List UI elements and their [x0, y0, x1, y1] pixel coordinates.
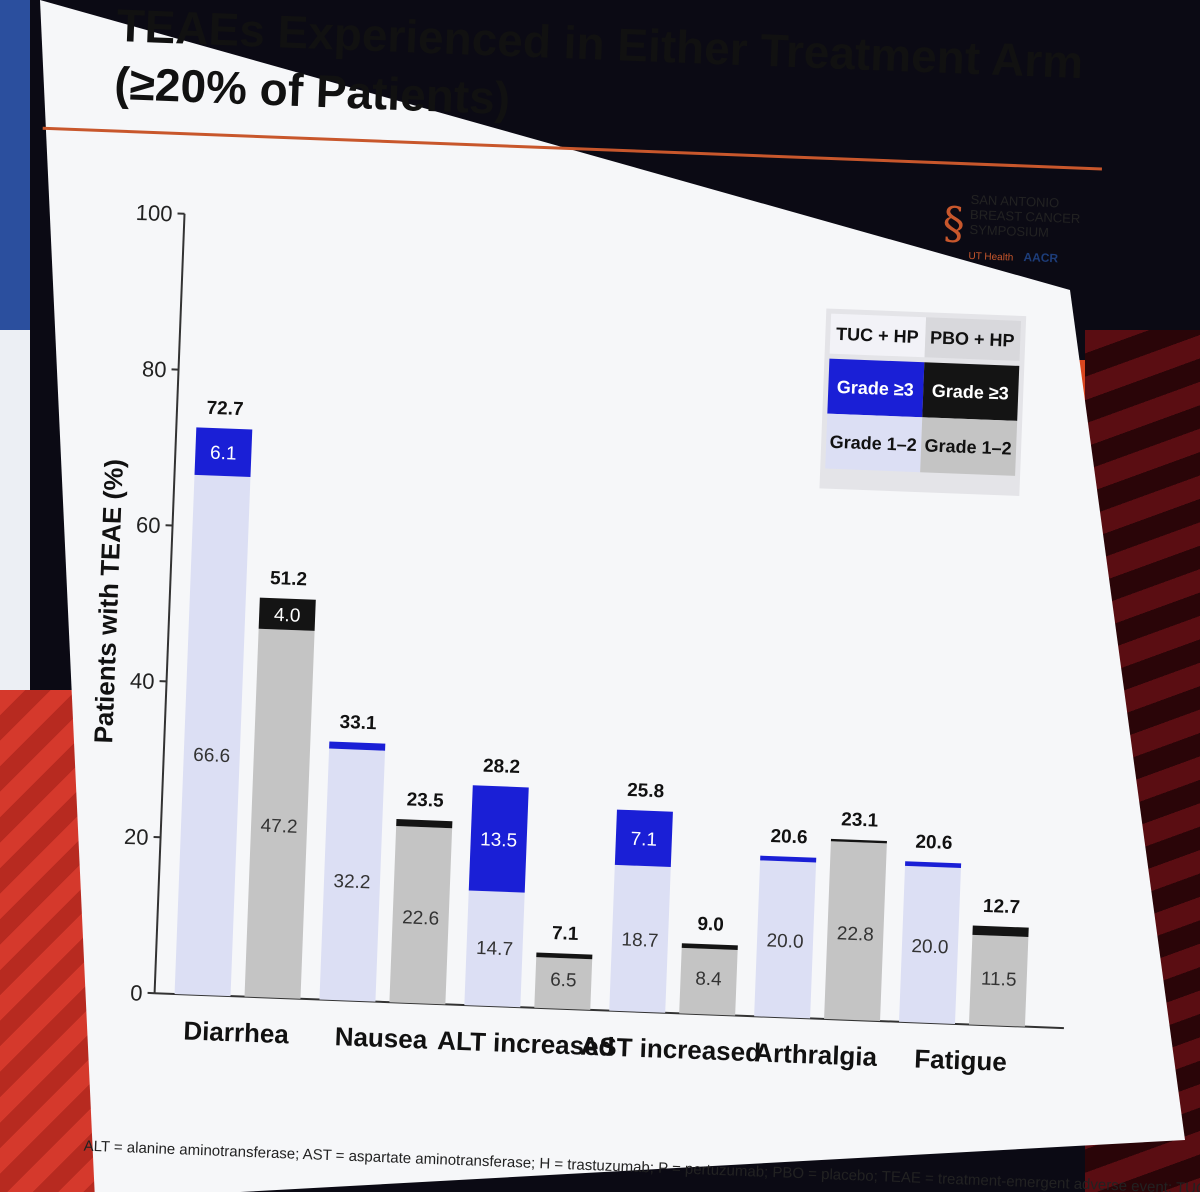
total-label-pbo: 9.0	[697, 914, 724, 936]
segment-label-pbo-grade12: 8.4	[695, 968, 723, 990]
y-tick-label: 0	[130, 980, 143, 1005]
bar-tuc-grade3	[760, 855, 817, 863]
segment-label-pbo-grade3: 4.0	[274, 605, 301, 627]
bar-pbo-grade3	[681, 943, 738, 951]
total-label-tuc: 20.6	[770, 826, 808, 848]
bar-tuc-grade12	[174, 474, 251, 997]
segment-label-tuc-grade12: 20.0	[911, 936, 949, 958]
logo-line3: SYMPOSIUM	[969, 222, 1049, 240]
segment-label-tuc-grade12: 14.7	[476, 938, 514, 960]
segment-label-pbo-grade12: 11.5	[981, 969, 1017, 991]
legend-tuc-grade12-label: Grade 1–2	[829, 432, 917, 455]
bar-tuc-grade12	[899, 865, 961, 1024]
category-label: Arthralgia	[754, 1037, 878, 1072]
logo-sponsor1: UT Health	[968, 251, 1013, 264]
segment-label-tuc-grade12: 20.0	[766, 930, 804, 952]
footnote: ALT = alanine aminotransferase; AST = as…	[83, 1138, 1200, 1192]
legend-arm2-label: PBO + HP	[930, 327, 1015, 350]
total-label-pbo: 51.2	[270, 568, 308, 590]
bar-tuc-grade12	[609, 864, 671, 1013]
logo-sponsor2: AACR	[1023, 250, 1059, 265]
segment-label-tuc-grade12: 32.2	[333, 871, 371, 893]
bar-tuc-grade3	[194, 427, 253, 478]
y-axis-label: Patients with TEAE (%)	[88, 458, 129, 744]
y-tick-label: 100	[135, 200, 173, 226]
total-label-pbo: 12.7	[983, 896, 1021, 918]
legend-pbo-grade3-label: Grade ≥3	[931, 381, 1009, 404]
title-underline	[42, 126, 1102, 171]
total-label-tuc: 72.7	[206, 398, 244, 420]
y-tick-label: 20	[124, 824, 149, 850]
bar-tuc-grade3	[329, 741, 386, 751]
total-label-tuc: 28.2	[483, 756, 521, 778]
slide-title-line2: (≥20% of Patients)	[113, 57, 511, 124]
slide-content: TEAEs Experienced in Either Treatment Ar…	[42, 0, 1200, 1192]
y-tick-label: 60	[136, 512, 161, 538]
bar-pbo-grade12	[679, 947, 738, 1016]
logo: § SAN ANTONIO BREAST CANCER SYMPOSIUM UT…	[942, 192, 1081, 265]
bar-tuc-grade12	[464, 890, 525, 1008]
category-label: AST increased	[580, 1031, 762, 1068]
segment-label-pbo-grade12: 22.6	[402, 907, 440, 929]
logo-line1: SAN ANTONIO	[970, 192, 1059, 210]
category-label: Diarrhea	[183, 1015, 290, 1049]
segment-label-tuc-grade3: 7.1	[630, 829, 657, 851]
y-tick-label: 40	[130, 668, 155, 694]
legend-pbo-grade3-swatch	[922, 362, 1020, 421]
total-label-pbo: 7.1	[552, 923, 580, 945]
logo-line2: BREAST CANCER	[970, 207, 1081, 226]
bar-pbo-grade3	[258, 597, 316, 631]
legend-pbo-grade12-swatch	[920, 417, 1018, 476]
legend-tuc-grade3-swatch	[827, 358, 925, 418]
background-left-white	[0, 330, 30, 690]
legend-arm2-cell	[924, 317, 1022, 361]
segment-label-pbo-grade12: 47.2	[260, 815, 298, 837]
bar-pbo-grade3	[830, 838, 887, 844]
segment-label-tuc-grade12: 18.7	[621, 929, 659, 951]
bar-pbo-grade12	[389, 826, 453, 1005]
bar-tuc-grade3	[468, 785, 529, 893]
bar-pbo-grade12	[968, 934, 1029, 1027]
bar-pbo-grade12	[244, 628, 315, 999]
background-left-blue	[0, 0, 30, 330]
segment-label-tuc-grade12: 66.6	[193, 745, 231, 767]
bar-pbo-grade12	[824, 841, 887, 1022]
bar-tuc-grade12	[754, 860, 817, 1019]
bar-pbo-grade3	[396, 819, 453, 829]
legend-tuc-grade12-swatch	[825, 413, 923, 473]
bar-tuc-grade3	[614, 809, 673, 868]
bar-tuc-grade12	[319, 748, 386, 1002]
segment-label-pbo-grade12: 22.8	[836, 923, 874, 945]
category-label: ALT increased	[437, 1025, 615, 1062]
total-label-pbo: 23.1	[841, 809, 879, 831]
category-label: Fatigue	[914, 1043, 1008, 1077]
total-label-tuc: 20.6	[915, 832, 953, 854]
segment-label-pbo-grade12: 6.5	[550, 970, 577, 992]
total-label-tuc: 33.1	[339, 712, 377, 734]
total-label-tuc: 25.8	[627, 780, 665, 802]
category-label: Nausea	[334, 1021, 428, 1055]
legend-arm1-label: TUC + HP	[836, 324, 919, 347]
y-tick-label: 80	[142, 356, 167, 382]
y-axis-line	[153, 213, 186, 994]
bar-pbo-grade3	[536, 952, 593, 960]
total-label-pbo: 23.5	[406, 789, 444, 811]
plot-area: 0 20 40 60 80 100 Patients with TEAE (%) 66.6 6.…	[88, 200, 1064, 1077]
legend-arm1-cell	[829, 313, 927, 358]
segment-label-tuc-grade3: 13.5	[480, 829, 518, 851]
legend-pbo-grade12-label: Grade 1–2	[924, 435, 1012, 458]
bar-pbo-grade3	[972, 925, 1029, 937]
legend: TUC + HP PBO + HP Grade ≥3 Grade ≥3 Grad…	[819, 308, 1027, 497]
logo-ribbon-icon: §	[942, 198, 966, 250]
bar-pbo-grade12	[534, 957, 593, 1010]
bar-tuc-grade3	[905, 861, 962, 869]
segment-label-tuc-grade3: 6.1	[210, 443, 237, 465]
legend-tuc-grade3-label: Grade ≥3	[837, 377, 915, 400]
